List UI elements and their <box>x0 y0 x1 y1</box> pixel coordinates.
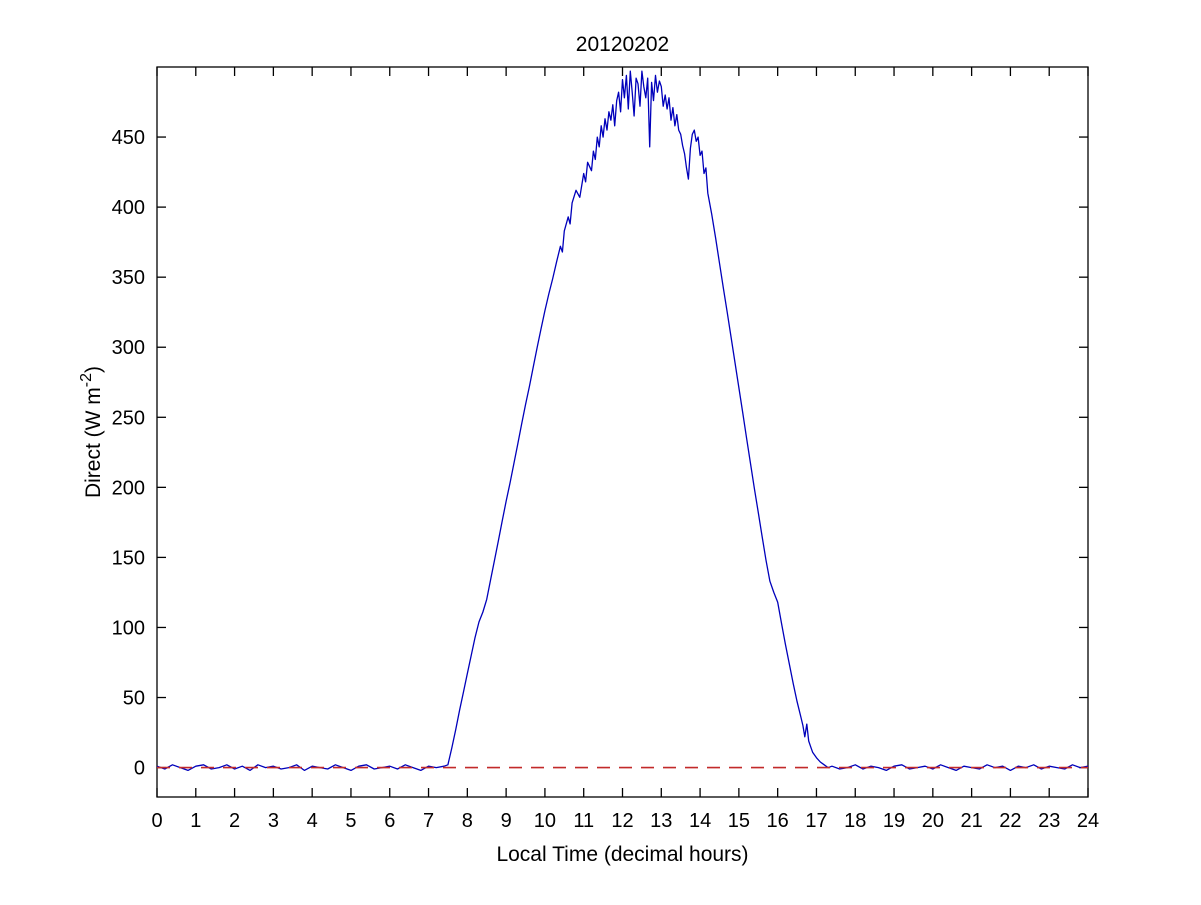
x-tick-label: 7 <box>423 810 434 832</box>
data-series <box>156 70 1089 772</box>
plot-border <box>156 66 1089 798</box>
y-tick-label: 200 <box>112 477 145 499</box>
y-tick-label: 300 <box>112 337 145 359</box>
x-tick-label: 8 <box>462 810 473 832</box>
chart-title: 20120202 <box>576 33 669 56</box>
x-tick-label: 21 <box>961 810 983 832</box>
x-tick-label: 22 <box>999 810 1021 832</box>
y-tick-label: 150 <box>112 547 145 569</box>
x-tick-labels: 0 1 2 3 4 5 6 7 8 9 10 11 12 13 14 15 16 17 18 19 20 21 22 23 24 <box>151 810 1099 832</box>
x-tick-label: 3 <box>268 810 279 832</box>
y-tick-label: 100 <box>112 617 145 639</box>
x-tick-label: 5 <box>345 810 356 832</box>
x-tick-label: 16 <box>767 810 789 832</box>
y-tick-labels: 0 50 100 150 200 250 300 350 400 450 <box>112 127 145 780</box>
y-axis-label: Direct (W m-2) <box>78 366 105 498</box>
x-tick-label: 23 <box>1038 810 1060 832</box>
y-tick-label: 400 <box>112 197 145 219</box>
x-tick-label: 14 <box>689 810 711 832</box>
x-axis-label: Local Time (decimal hours) <box>496 843 748 866</box>
y-tick-label: 250 <box>112 407 145 429</box>
x-tick-label: 10 <box>534 810 556 832</box>
x-tick-label: 9 <box>501 810 512 832</box>
x-tick-label: 19 <box>883 810 905 832</box>
x-tick-label: 0 <box>151 810 162 832</box>
x-tick-label: 11 <box>573 810 594 832</box>
x-tick-label: 1 <box>190 810 201 832</box>
x-tick-label: 15 <box>728 810 750 832</box>
direct-irradiance-line <box>156 70 1089 772</box>
y-tick-label: 450 <box>112 127 145 149</box>
x-tick-label: 2 <box>229 810 240 832</box>
y-tick-label: 350 <box>112 267 145 289</box>
x-tick-label: 6 <box>384 810 395 832</box>
x-tick-label: 20 <box>922 810 944 832</box>
x-tick-label: 12 <box>611 810 633 832</box>
x-tick-label: 24 <box>1077 810 1099 832</box>
x-tick-label: 17 <box>805 810 827 832</box>
axis-ticks <box>156 67 1089 797</box>
y-tick-label: 50 <box>123 688 145 710</box>
x-tick-label: 4 <box>307 810 318 832</box>
y-tick-label: 0 <box>134 758 145 780</box>
x-tick-label: 13 <box>650 810 672 832</box>
x-tick-label: 18 <box>844 810 866 832</box>
